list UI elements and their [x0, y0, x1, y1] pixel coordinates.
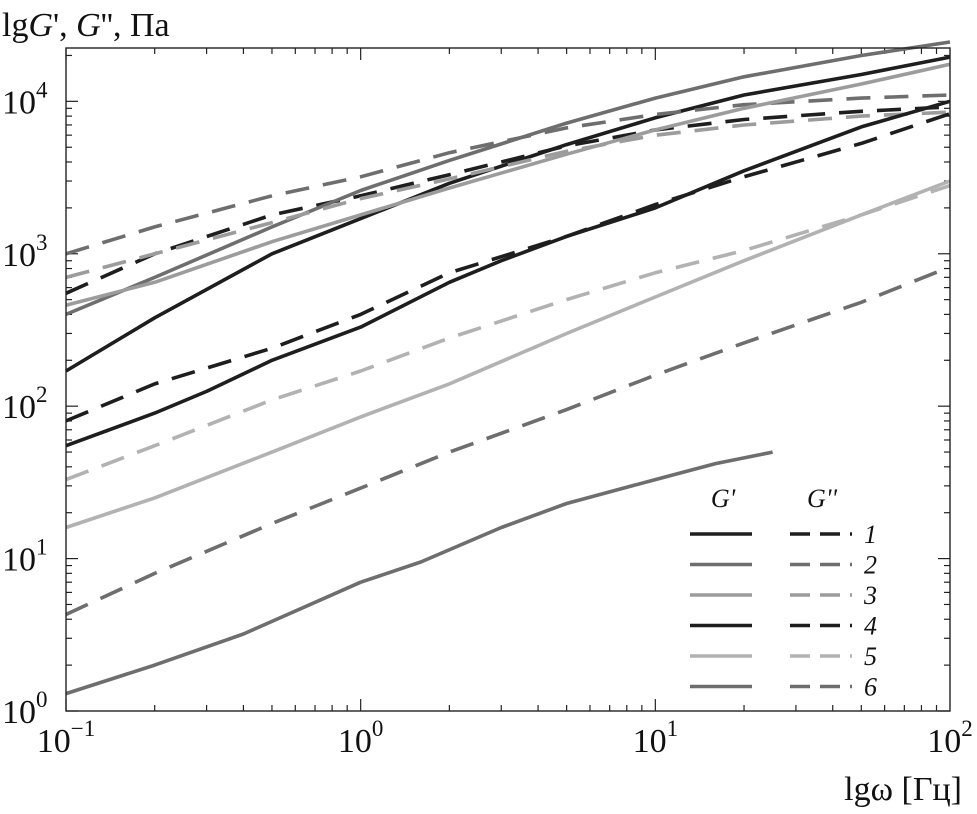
series-line-4-g2 [65, 111, 951, 423]
y-tick-label: 101 [2, 535, 48, 579]
x-tick-label: 100 [338, 716, 384, 760]
y-tick-label: 104 [2, 77, 48, 121]
series-line-6-g1 [65, 450, 773, 696]
series-line-4-g1 [65, 99, 951, 448]
y-tick-label: 102 [2, 382, 48, 426]
x-tick-label: 10−1 [37, 716, 95, 760]
series-line-5-g1 [65, 179, 951, 530]
legend-label: 4 [864, 612, 877, 641]
legend-label: 3 [863, 581, 877, 610]
series-line-2-g2 [65, 93, 951, 256]
series-line-6-g2 [65, 265, 951, 617]
series-line-3-g1 [65, 62, 951, 307]
series-line-1-g2 [65, 105, 951, 295]
series-line-5-g2 [65, 183, 951, 482]
legend-label: 6 [864, 673, 877, 702]
x-tick-label: 102 [927, 716, 973, 760]
plot-series [65, 40, 951, 696]
x-tick-label: 101 [633, 716, 679, 760]
legend-label: 5 [864, 642, 877, 671]
y-tick-label: 100 [2, 687, 48, 731]
series-line-3-g2 [65, 110, 951, 280]
legend-header-dashed: G'' [807, 484, 837, 513]
series-line-1-g1 [65, 55, 951, 373]
axis-ticks [65, 48, 950, 712]
x-axis-label: lgω [Гц] [844, 771, 962, 808]
legend-label: 1 [864, 520, 877, 549]
legend-label: 2 [864, 551, 877, 580]
plot-frame [65, 47, 951, 712]
legend-header-solid: G' [711, 484, 736, 513]
y-axis-label: lgG', G'', Па [2, 7, 170, 44]
y-tick-label: 103 [2, 230, 48, 274]
